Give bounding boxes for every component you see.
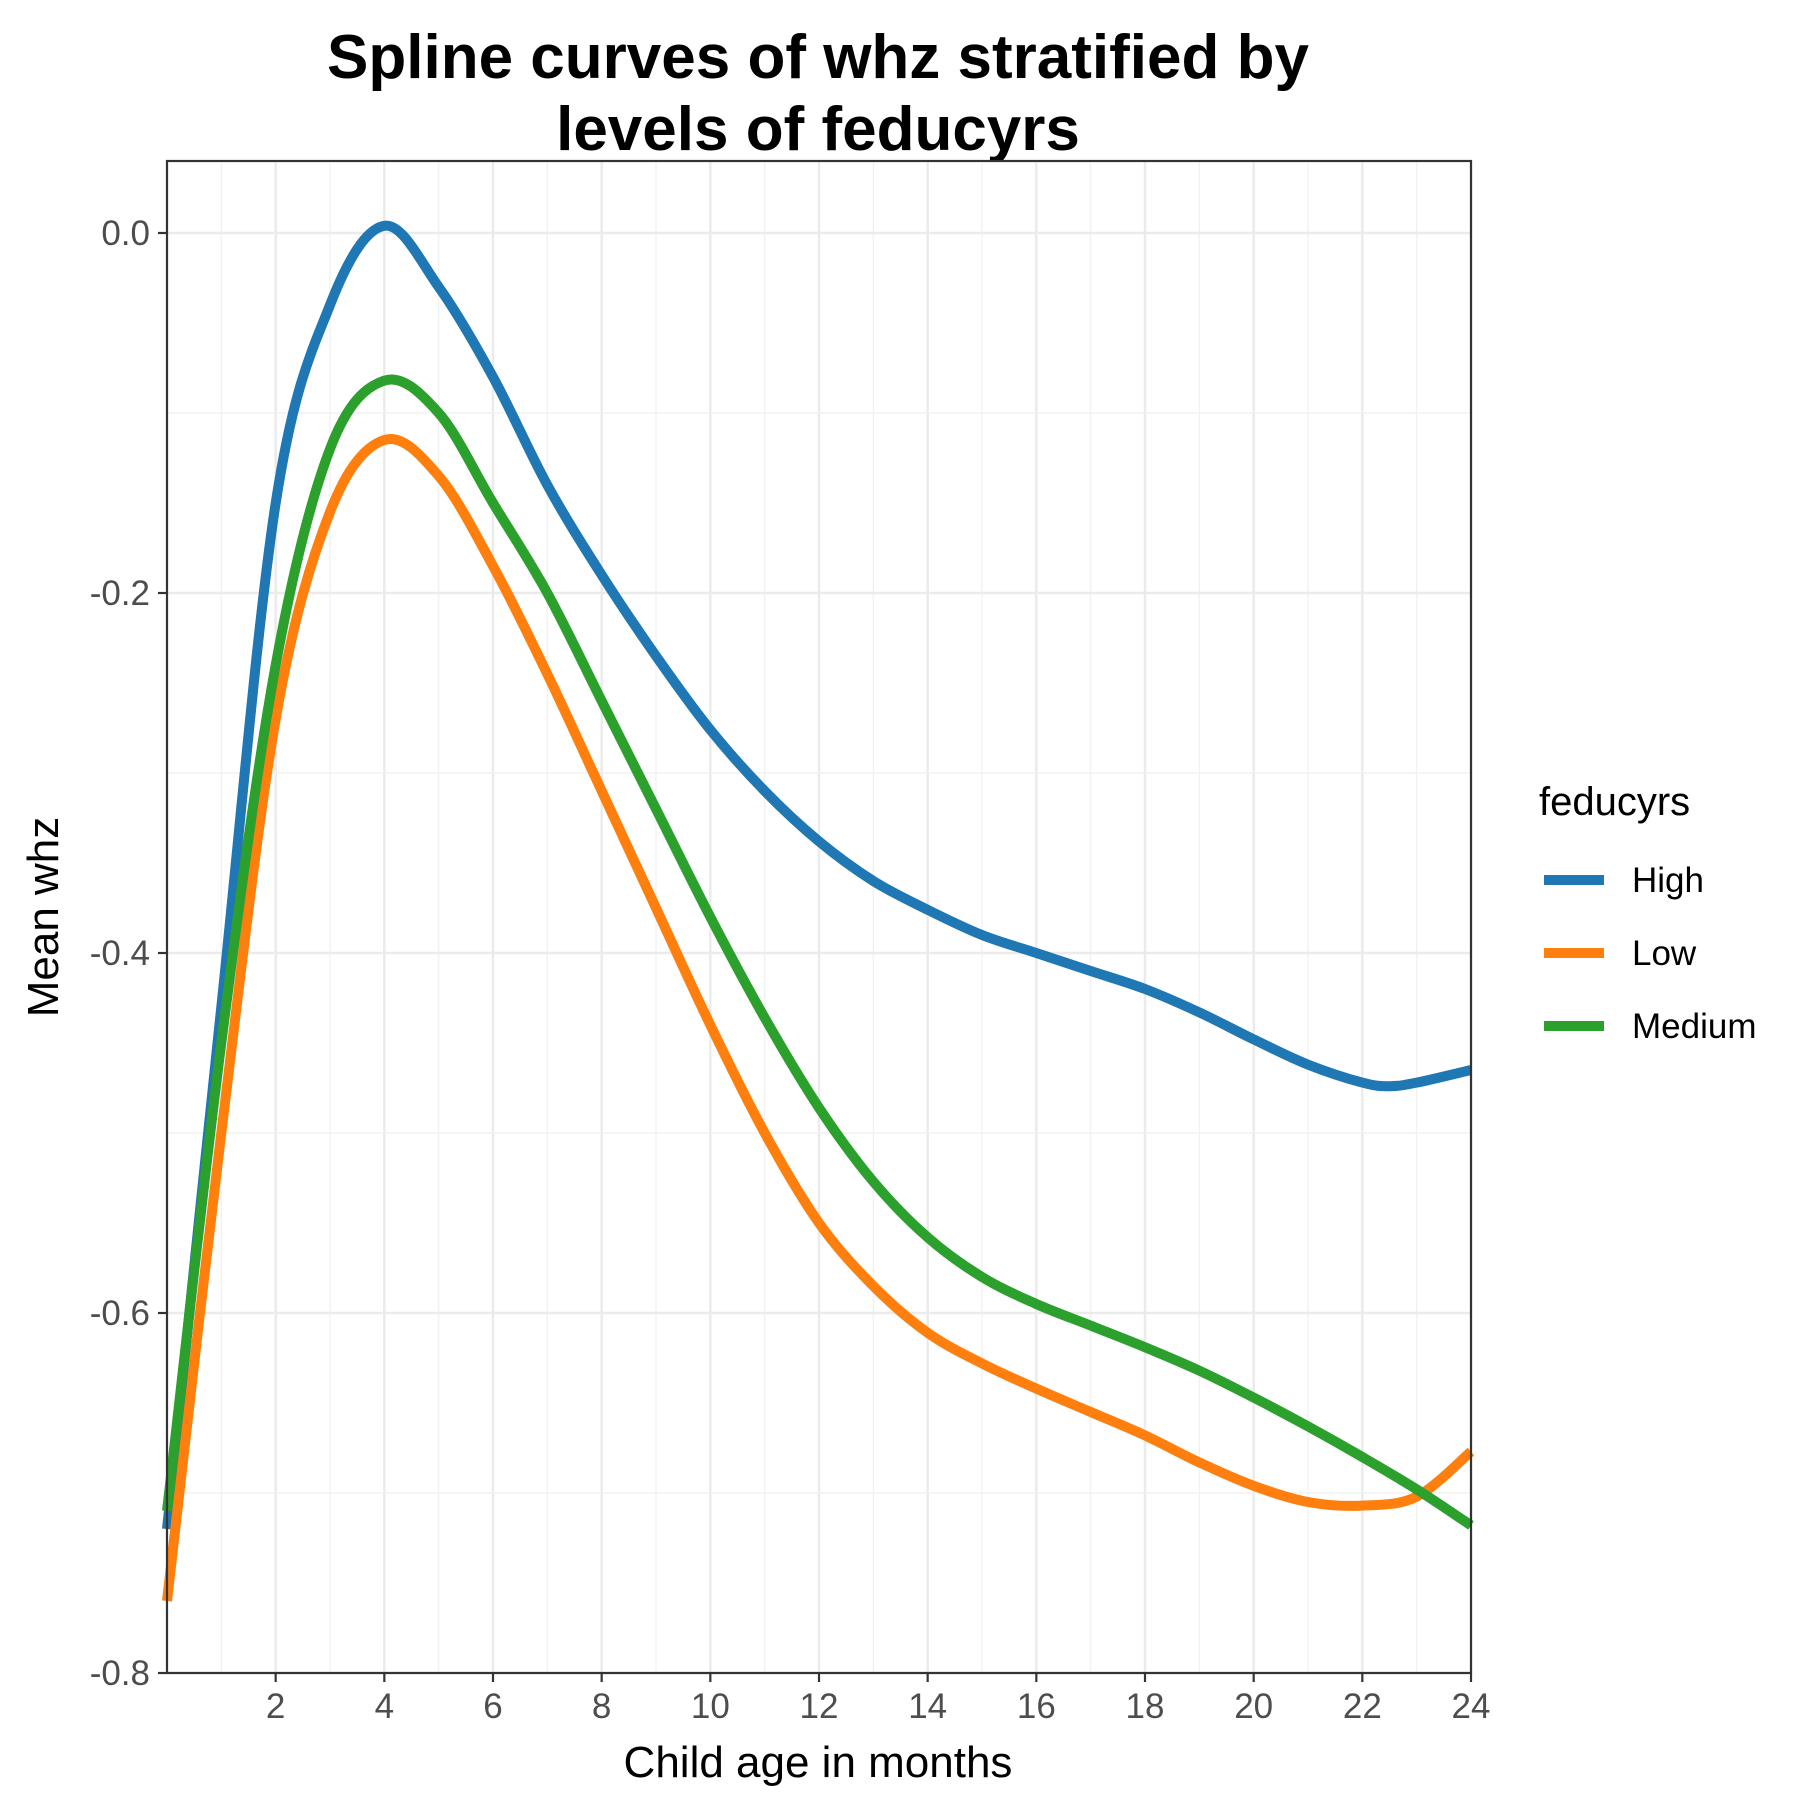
x-tick-label: 10 xyxy=(691,1687,730,1726)
x-tick-label: 18 xyxy=(1126,1687,1165,1726)
x-tick-label: 22 xyxy=(1343,1687,1382,1726)
legend-label-low: Low xyxy=(1632,934,1697,973)
y-tick-label: -0.6 xyxy=(90,1294,150,1333)
x-tick-label: 2 xyxy=(266,1687,285,1726)
series-line-low xyxy=(162,434,1475,1602)
chart-title-line-2: levels of feducyrs xyxy=(556,95,1080,164)
chart-title-line-1: Spline curves of whz stratified by xyxy=(327,23,1309,92)
x-axis: 2 4 6 8 10 12 14 16 18 20 22 24 xyxy=(266,1673,1491,1726)
x-tick-label: 20 xyxy=(1234,1687,1273,1726)
x-axis-title: Child age in months xyxy=(624,1738,1013,1787)
x-tick-label: 8 xyxy=(592,1687,611,1726)
legend-label-medium: Medium xyxy=(1632,1007,1756,1046)
series-line-medium xyxy=(162,374,1474,1530)
legend-label-high: High xyxy=(1632,861,1704,900)
y-tick-label: -0.8 xyxy=(90,1654,150,1693)
y-tick-label: -0.2 xyxy=(90,574,150,613)
legend-title: feducyrs xyxy=(1539,780,1690,824)
legend: feducyrs High Low Medium xyxy=(1539,780,1756,1046)
x-tick-label: 12 xyxy=(800,1687,839,1726)
y-axis: -0.8 -0.6 -0.4 -0.2 0.0 xyxy=(90,214,167,1693)
series-lines xyxy=(162,220,1475,1602)
y-tick-label: -0.4 xyxy=(90,934,150,973)
x-tick-label: 6 xyxy=(483,1687,502,1726)
y-axis-title: Mean whz xyxy=(19,817,68,1018)
series-line-high xyxy=(162,220,1473,1530)
x-tick-label: 16 xyxy=(1017,1687,1056,1726)
x-tick-label: 14 xyxy=(908,1687,947,1726)
x-tick-label: 24 xyxy=(1452,1687,1491,1726)
y-tick-label: 0.0 xyxy=(101,214,150,253)
x-tick-label: 4 xyxy=(375,1687,394,1726)
